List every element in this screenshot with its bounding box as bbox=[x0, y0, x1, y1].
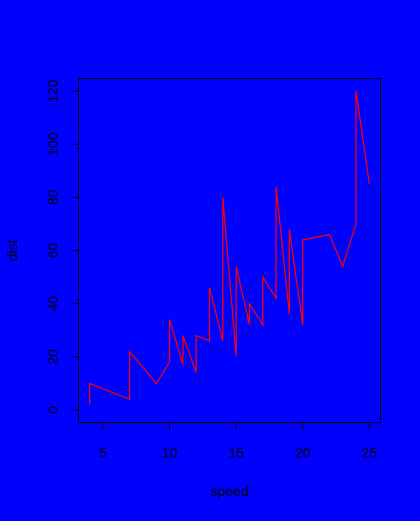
y-tick-label: 20 bbox=[45, 349, 61, 365]
y-axis: 0 20 40 60 80 100 120 bbox=[45, 79, 79, 414]
x-tick-label: 25 bbox=[362, 445, 378, 461]
y-tick-label: 60 bbox=[45, 243, 61, 259]
x-axis-title: speed bbox=[210, 483, 248, 499]
x-tick-label: 20 bbox=[295, 445, 311, 461]
x-tick-label: 15 bbox=[228, 445, 244, 461]
x-tick-label: 5 bbox=[99, 445, 107, 461]
series-line bbox=[89, 90, 370, 405]
y-tick-label: 40 bbox=[45, 296, 61, 312]
x-tick-label: 10 bbox=[162, 445, 178, 461]
x-axis: 5 10 15 20 25 bbox=[99, 422, 378, 461]
y-tick-label: 80 bbox=[45, 189, 61, 205]
y-tick-label: 100 bbox=[45, 132, 61, 156]
series-layer bbox=[89, 90, 370, 405]
y-tick-label: 0 bbox=[45, 406, 61, 414]
y-axis-title: dist bbox=[4, 240, 20, 262]
y-tick-label: 120 bbox=[45, 79, 61, 103]
plot-frame bbox=[78, 78, 381, 423]
